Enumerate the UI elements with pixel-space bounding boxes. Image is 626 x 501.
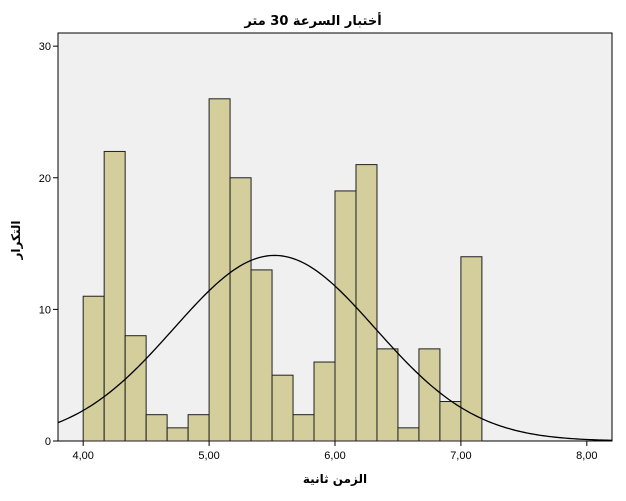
histogram-bar-13 [334,190,357,442]
histogram-bar-6 [187,414,210,442]
x-tick-label: 5,00 [198,450,219,462]
x-axis-label: الزمن ثانية [303,472,367,486]
histogram-bar-11 [292,414,315,442]
x-tick-label: 8,00 [576,450,597,462]
histogram-bar-18 [439,401,462,442]
y-tick-label: 30 [39,41,51,53]
histogram-bar-19 [460,256,483,442]
x-tick-label: 4,00 [72,450,93,462]
histogram-bar-5 [166,427,189,442]
histogram-bar-12 [313,361,336,442]
x-tick-label: 6,00 [324,450,345,462]
bars-layer [82,98,483,442]
x-axis: 4,00 5,00 6,00 7,00 8,00 [72,441,598,462]
y-tick-label: 10 [39,304,51,316]
y-tick-label: 0 [45,436,51,448]
histogram-bar-9 [250,269,273,442]
histogram-bar-14 [355,164,378,442]
histogram-bar-1 [82,295,105,442]
histogram-bar-7 [208,98,231,442]
histogram-bar-17 [418,348,441,442]
histogram-bar-3 [124,335,147,442]
chart-title: أختبار السرعة 30 متر [243,12,381,29]
histogram-bar-2 [103,150,126,442]
y-axis: 0 10 20 30 [39,41,58,448]
histogram-bar-15 [376,348,399,442]
histogram-bar-16 [397,427,420,442]
histogram-bar-8 [229,177,252,442]
y-axis-label: التكرار [9,221,23,261]
y-tick-label: 20 [39,173,51,185]
histogram-bar-4 [145,414,168,442]
histogram-bar-10 [271,374,294,442]
x-tick-label: 7,00 [450,450,471,462]
normal-curve [57,254,613,441]
